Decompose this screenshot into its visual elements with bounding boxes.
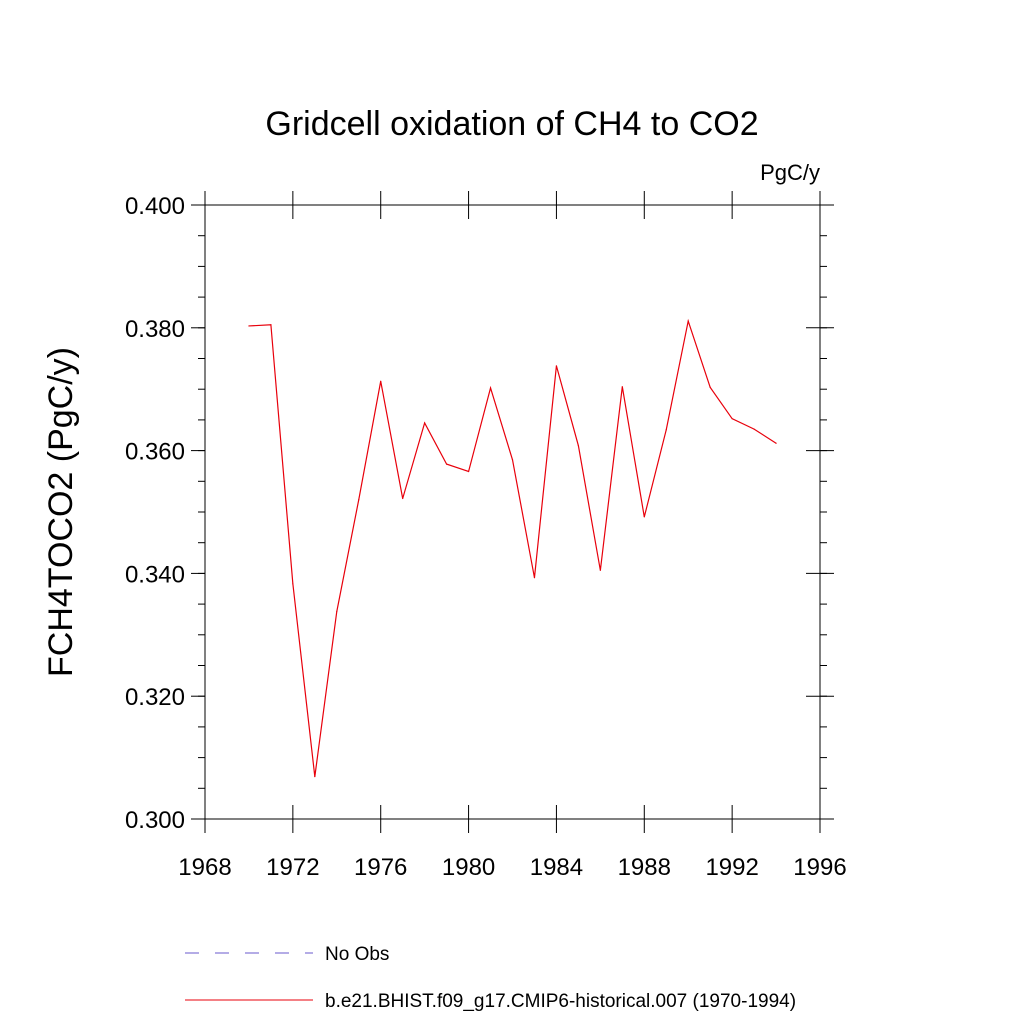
x-tick-label: 1968 xyxy=(178,854,231,881)
data-point xyxy=(467,470,470,473)
data-series xyxy=(248,318,777,778)
y-axis-label: FCH4TOCO2 (PgC/y) xyxy=(42,347,80,677)
x-tick-label: 1976 xyxy=(354,854,407,881)
data-point xyxy=(753,428,755,430)
chart-title: Gridcell oxidation of CH4 to CO2 xyxy=(265,105,758,143)
data-point xyxy=(314,776,316,778)
y-tick-label: 0.380 xyxy=(125,316,185,343)
y-tick-label: 0.360 xyxy=(125,439,185,466)
y-tick-label: 0.320 xyxy=(125,684,185,711)
data-point xyxy=(731,418,733,420)
data-point xyxy=(643,516,645,518)
units-label: PgC/y xyxy=(760,160,820,185)
legend-label-series: b.e21.BHIST.f09_g17.CMIP6-historical.007… xyxy=(325,991,796,1012)
data-point xyxy=(599,569,601,571)
legend-label-no-obs: No Obs xyxy=(325,944,389,965)
data-point xyxy=(555,365,558,367)
data-point xyxy=(621,386,623,388)
x-tick-label: 1980 xyxy=(442,854,495,881)
x-tick-label: 1988 xyxy=(618,854,671,881)
data-point xyxy=(358,499,360,501)
x-tick-label: 1984 xyxy=(530,854,583,881)
data-point xyxy=(424,422,426,424)
data-point xyxy=(489,387,492,389)
data-point xyxy=(446,463,448,465)
data-point xyxy=(248,325,250,327)
data-point xyxy=(380,380,382,382)
data-point xyxy=(270,324,272,326)
data-point xyxy=(511,459,514,461)
data-point xyxy=(336,610,338,613)
data-point xyxy=(709,386,711,388)
data-point xyxy=(533,577,536,579)
plot-frame xyxy=(204,204,821,820)
axis-tick-labels: 0.300 0.320 0.340 0.360 0.380 0.400 1968 1972 19… xyxy=(125,193,847,881)
series-line xyxy=(248,318,777,777)
data-point xyxy=(292,583,294,585)
y-tick-label: 0.300 xyxy=(125,807,185,834)
data-point xyxy=(577,445,579,447)
axis-ticks xyxy=(191,191,834,833)
data-point xyxy=(402,497,404,500)
data-point xyxy=(775,442,777,444)
x-tick-label: 1992 xyxy=(705,854,758,881)
y-tick-label: 0.400 xyxy=(125,193,185,220)
data-point xyxy=(665,429,667,431)
y-tick-label: 0.340 xyxy=(125,561,185,588)
data-point xyxy=(687,320,689,322)
legend: No Obs b.e21.BHIST.f09_g17.CMIP6-histori… xyxy=(185,944,796,1012)
x-tick-label: 1972 xyxy=(266,854,319,881)
x-tick-label: 1996 xyxy=(793,854,846,881)
